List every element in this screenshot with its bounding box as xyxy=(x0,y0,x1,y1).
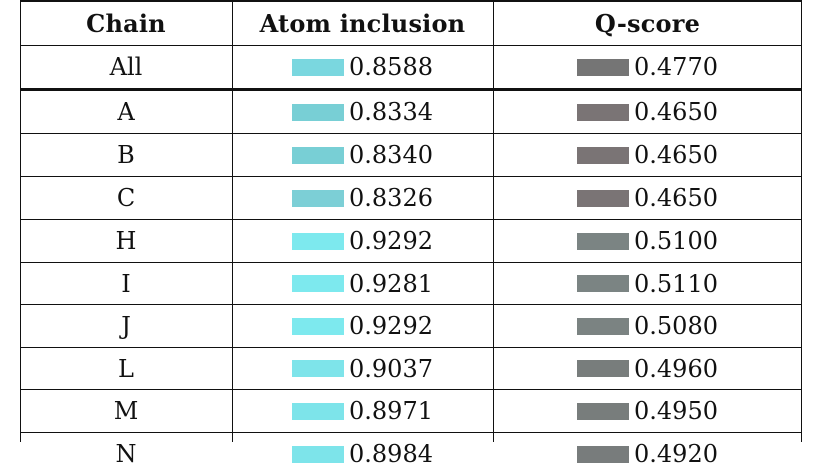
atom-inclusion-value: 0.9292 xyxy=(349,312,433,340)
table-row: I 0.9281 0.5110 xyxy=(20,263,802,304)
q-score-value: 0.4960 xyxy=(634,354,718,383)
chain-cell: B xyxy=(117,141,135,169)
q-score-cell: 0.4950 xyxy=(493,390,802,432)
atom-inclusion-swatch xyxy=(292,445,344,463)
q-score-swatch xyxy=(577,189,629,207)
atom-inclusion-value: 0.9281 xyxy=(349,269,433,298)
table-row: H 0.9292 0.5100 xyxy=(20,220,802,262)
q-score-cell: 0.4960 xyxy=(493,348,802,389)
atom-inclusion-cell: 0.8340 xyxy=(232,134,493,176)
q-score-cell: 0.4650 xyxy=(493,177,802,219)
chain-cell: All xyxy=(109,53,143,81)
q-score-value: 0.5080 xyxy=(634,312,718,340)
q-score-cell: 0.5110 xyxy=(493,263,802,304)
table-row: C 0.8326 0.4650 xyxy=(20,177,802,219)
q-score-cell: 0.4920 xyxy=(493,433,802,475)
row-divider xyxy=(20,262,802,263)
chain-cell: J xyxy=(121,312,131,340)
q-score-swatch xyxy=(577,445,629,463)
row-divider xyxy=(20,133,802,134)
q-score-cell: 0.4770 xyxy=(493,46,802,88)
atom-inclusion-swatch xyxy=(292,402,344,420)
row-divider xyxy=(20,347,802,348)
q-score-value: 0.4650 xyxy=(634,141,718,169)
atom-inclusion-value: 0.8588 xyxy=(349,53,433,81)
atom-inclusion-cell: 0.8326 xyxy=(232,177,493,219)
row-divider xyxy=(20,389,802,390)
q-score-swatch xyxy=(577,103,629,121)
q-score-swatch xyxy=(577,360,629,377)
atom-inclusion-swatch xyxy=(292,189,344,207)
atom-inclusion-cell: 0.8334 xyxy=(232,91,493,133)
chain-cell: H xyxy=(115,227,137,255)
chain-cell: M xyxy=(113,397,139,425)
q-score-cell: 0.4650 xyxy=(493,91,802,133)
q-score-value: 0.4950 xyxy=(634,397,718,425)
q-score-swatch xyxy=(577,317,629,335)
q-score-value: 0.5110 xyxy=(634,269,718,298)
q-score-value: 0.4770 xyxy=(634,53,718,81)
atom-inclusion-value: 0.8984 xyxy=(349,440,433,468)
q-score-cell: 0.4650 xyxy=(493,134,802,176)
atom-inclusion-value: 0.9292 xyxy=(349,227,433,255)
atom-inclusion-cell: 0.9292 xyxy=(232,305,493,347)
chain-cell: A xyxy=(117,98,135,126)
q-score-swatch xyxy=(577,275,629,292)
q-score-cell: 0.5080 xyxy=(493,305,802,347)
chain-cell: N xyxy=(115,440,137,468)
atom-inclusion-swatch xyxy=(292,103,344,121)
q-score-value: 0.4650 xyxy=(634,184,718,212)
table-row: N 0.8984 0.4920 xyxy=(20,433,802,475)
q-score-swatch xyxy=(577,146,629,164)
right-border xyxy=(801,2,802,442)
table-summary-row: All 0.8588 0.4770 xyxy=(20,46,802,88)
header-divider xyxy=(20,45,802,46)
chain-cell: C xyxy=(116,184,136,212)
row-divider xyxy=(20,304,802,305)
q-score-swatch xyxy=(577,402,629,420)
row-divider xyxy=(20,432,802,433)
header-atom-inclusion: Atom inclusion xyxy=(259,9,466,38)
table-row: A 0.8334 0.4650 xyxy=(20,91,802,133)
atom-inclusion-cell: 0.8984 xyxy=(232,433,493,475)
atom-inclusion-swatch xyxy=(292,146,344,164)
table-row: L 0.9037 0.4960 xyxy=(20,348,802,389)
header-chain: Chain xyxy=(86,9,166,38)
atom-inclusion-swatch xyxy=(292,317,344,335)
table-row: M 0.8971 0.4950 xyxy=(20,390,802,432)
q-score-value: 0.4920 xyxy=(634,440,718,468)
q-score-value: 0.5100 xyxy=(634,227,718,255)
atom-inclusion-cell: 0.9292 xyxy=(232,220,493,262)
atom-inclusion-value: 0.8971 xyxy=(349,397,433,425)
column-divider-1 xyxy=(232,2,233,442)
table-top-rule xyxy=(20,0,802,2)
atom-inclusion-cell: 0.8588 xyxy=(232,46,493,88)
atom-inclusion-swatch xyxy=(292,232,344,250)
atom-inclusion-cell: 0.8971 xyxy=(232,390,493,432)
left-border xyxy=(20,2,21,442)
chain-cell: I xyxy=(121,269,131,298)
row-divider xyxy=(20,219,802,220)
table-row: J 0.9292 0.5080 xyxy=(20,305,802,347)
atom-inclusion-swatch xyxy=(292,58,344,76)
column-divider-2 xyxy=(493,2,494,442)
chain-cell: L xyxy=(118,354,134,383)
atom-inclusion-swatch xyxy=(292,360,344,377)
table-header-row: Chain Atom inclusion Q-score xyxy=(20,2,802,45)
q-score-value: 0.4650 xyxy=(634,98,718,126)
atom-inclusion-value: 0.9037 xyxy=(349,354,433,383)
summary-divider xyxy=(20,88,802,91)
atom-inclusion-value: 0.8334 xyxy=(349,98,433,126)
table-row: B 0.8340 0.4650 xyxy=(20,134,802,176)
row-divider xyxy=(20,176,802,177)
atom-inclusion-cell: 0.9281 xyxy=(232,263,493,304)
q-score-cell: 0.5100 xyxy=(493,220,802,262)
atom-inclusion-value: 0.8326 xyxy=(349,184,433,212)
header-q-score: Q-score xyxy=(594,9,701,38)
q-score-swatch xyxy=(577,232,629,250)
atom-inclusion-swatch xyxy=(292,275,344,292)
q-score-swatch xyxy=(577,58,629,76)
atom-inclusion-value: 0.8340 xyxy=(349,141,433,169)
atom-inclusion-cell: 0.9037 xyxy=(232,348,493,389)
